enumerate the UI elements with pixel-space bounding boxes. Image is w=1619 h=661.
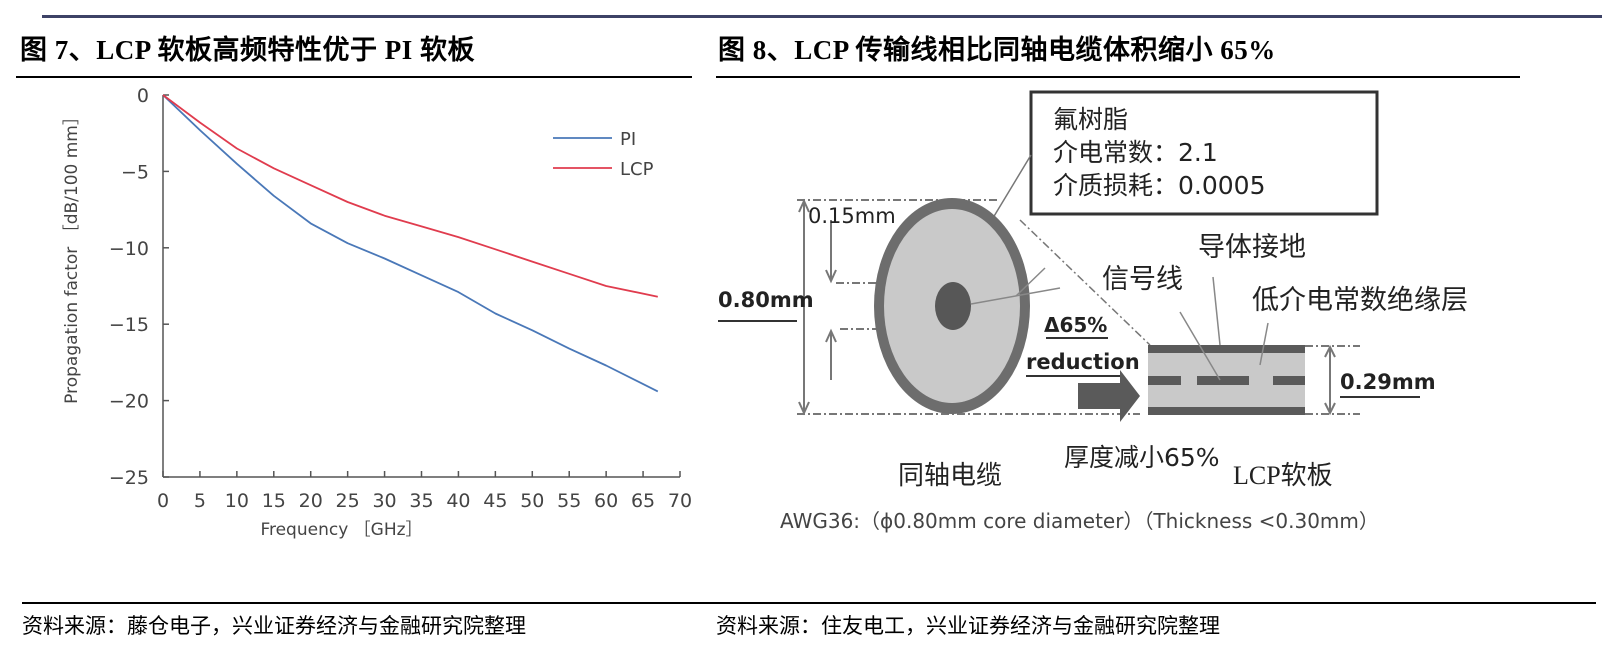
x-tick-label: 0 (157, 490, 169, 512)
x-tick-label: 65 (631, 490, 655, 512)
ground-conductor-label: 导体接地 (1198, 232, 1306, 263)
x-tick-label: 15 (262, 490, 286, 512)
y-tick-label: −5 (121, 161, 149, 183)
x-tick-label: 50 (520, 490, 544, 512)
dim-029-label: 0.29mm (1340, 370, 1436, 394)
x-tick-label: 10 (225, 490, 249, 512)
dielectric-constant: 介电常数：2.1 (1053, 138, 1218, 167)
dim-015-label: 0.15mm (808, 204, 896, 228)
material-info-box (1029, 90, 1379, 216)
series-lcp-line (162, 94, 658, 298)
reduction-arrow (1078, 370, 1140, 422)
material-name: 氟树脂 (1053, 105, 1129, 134)
low-dk-insulation-label: 低介电常数绝缘层 (1252, 285, 1468, 316)
y-tick-label: −20 (109, 391, 149, 413)
x-tick-label: 25 (336, 490, 360, 512)
dielectric-loss: 介质损耗：0.0005 (1053, 171, 1266, 200)
signal-line-label: 信号线 (1102, 264, 1183, 295)
lcp-vs-coax-diagram: 氟树脂 介电常数：2.1 介质损耗：0.0005 0.15mm 0.80mm 信… (700, 80, 1600, 550)
y-axis-label: Propagation factor ［dB/100 mm］ (62, 108, 82, 404)
figure8-source: 资料来源：住友电工，兴业证券经济与金融研究院整理 (716, 614, 1220, 638)
y-tick-label: 0 (137, 85, 149, 107)
bottom-divider (22, 602, 1596, 604)
lcp-bottom-ground (1148, 407, 1305, 415)
coax-cable-label: 同轴电缆 (898, 461, 1003, 491)
figure7-title: 图 7、LCP 软板高频特性优于 PI 软板 (20, 35, 476, 65)
x-tick-label: 20 (299, 490, 323, 512)
coax-core (935, 282, 971, 330)
x-tick-label: 70 (668, 490, 692, 512)
top-divider (42, 15, 1602, 18)
x-axis-label: Frequency ［GHz］ (260, 520, 422, 540)
legend-pi-label: PI (620, 129, 636, 150)
x-tick-label: 40 (446, 490, 470, 512)
figure7-title-rule (16, 76, 692, 78)
diagonal-projection-line (1019, 219, 1151, 346)
x-tick-label: 60 (594, 490, 618, 512)
x-tick-label: 30 (372, 490, 396, 512)
lcp-flex-label: LCP软板 (1233, 461, 1333, 490)
series-pi-line (162, 94, 659, 393)
figure8-title-rule (716, 76, 1520, 78)
thickness-reduced-label: 厚度减小65% (1064, 443, 1220, 472)
y-tick-label: −10 (109, 238, 149, 260)
propagation-line-chart: 0 −5 −10 −15 −20 −25 0 5 10 15 20 25 30 35 40 45 50 55 60 6… (62, 85, 692, 540)
diagram-graphics (718, 90, 1420, 422)
dim-080-label: 0.80mm (718, 288, 814, 312)
awg36-caption: AWG36:（ϕ0.80mm core diameter）（Thickness … (780, 509, 1379, 533)
x-tick-label: 45 (483, 490, 507, 512)
reduction-percent-label: Δ65% (1044, 313, 1108, 337)
x-tick-label: 35 (409, 490, 433, 512)
signal-leader-coax (970, 287, 1061, 305)
lcp-top-ground (1148, 345, 1305, 353)
x-tick-label: 5 (194, 490, 206, 512)
y-tick-label: −25 (109, 467, 149, 489)
figure7-source: 资料来源：藤仓电子，兴业证券经济与金融研究院整理 (22, 614, 526, 638)
lcp-signal-trace (1197, 376, 1249, 385)
figure8-title: 图 8、LCP 传输线相比同轴电缆体积缩小 65% (718, 35, 1276, 65)
reduction-word-label: reduction (1026, 350, 1140, 374)
material-box-text: 氟树脂 介电常数：2.1 介质损耗：0.0005 (1053, 103, 1265, 202)
x-tick-label: 55 (557, 490, 581, 512)
legend-lcp-label: LCP (620, 159, 654, 180)
y-tick-label: −15 (109, 314, 149, 336)
